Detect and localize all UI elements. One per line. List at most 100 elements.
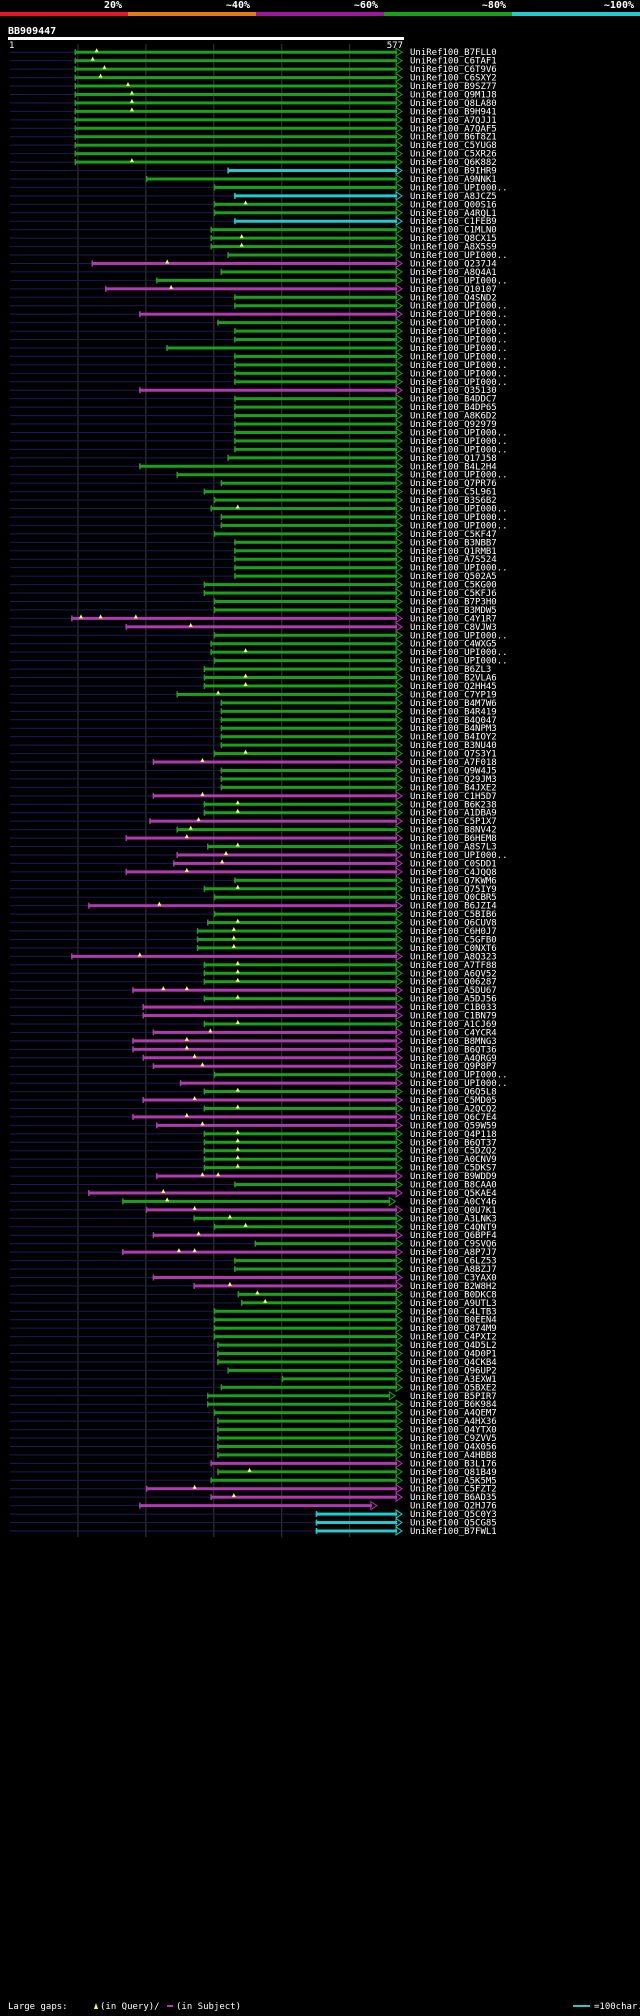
- hit-label[interactable]: UniRef100_UPI000..: [410, 344, 508, 354]
- hit-label[interactable]: UniRef100_B6AD35: [410, 1493, 497, 1503]
- hit-label[interactable]: UniRef100_UPI000..: [410, 631, 508, 641]
- hit-label[interactable]: UniRef100_Q4D5L2: [410, 1341, 497, 1351]
- hit-label[interactable]: UniRef100_C5KG00: [410, 581, 497, 591]
- hit-label[interactable]: UniRef100_B0DKC8: [410, 1290, 497, 1300]
- hit-label[interactable]: UniRef100_B0EEN4: [410, 1316, 497, 1326]
- hit-label[interactable]: UniRef100_Q6Q5L8: [410, 1088, 497, 1098]
- hit-label[interactable]: UniRef100_B6ZL3: [410, 665, 491, 675]
- hit-label[interactable]: UniRef100_B8MNG3: [410, 1037, 497, 1047]
- hit-label[interactable]: UniRef100_B4Q047: [410, 716, 497, 726]
- hit-label[interactable]: UniRef100_Q4X056: [410, 1442, 497, 1452]
- hit-label[interactable]: UniRef100_Q6C7E4: [410, 1113, 497, 1123]
- hit-label[interactable]: UniRef100_Q237J4: [410, 259, 497, 269]
- hit-label[interactable]: UniRef100_Q6CUV8: [410, 919, 497, 929]
- hit-label[interactable]: UniRef100_Q4P118: [410, 1130, 497, 1140]
- hit-label[interactable]: UniRef100_UPI000..: [410, 1071, 508, 1081]
- hit-label[interactable]: UniRef100_A4RQL1: [410, 209, 497, 219]
- hit-label[interactable]: UniRef100_B4L2H4: [410, 462, 497, 472]
- hit-label[interactable]: UniRef100_C7YP19: [410, 690, 497, 700]
- hit-label[interactable]: UniRef100_B8CAA0: [410, 1181, 497, 1191]
- hit-label[interactable]: UniRef100_C5DKS7: [410, 1164, 497, 1174]
- hit-label[interactable]: UniRef100_C5L961: [410, 488, 497, 498]
- hit-label[interactable]: UniRef100_UPI000..: [410, 319, 508, 329]
- hit-label[interactable]: UniRef100_C9ZVV5: [410, 1434, 497, 1444]
- hit-label[interactable]: UniRef100_B5PIR7: [410, 1392, 497, 1402]
- hit-label[interactable]: UniRef100_A8X5S9: [410, 243, 497, 253]
- hit-label[interactable]: UniRef100_Q4CKB4: [410, 1358, 497, 1368]
- hit-label[interactable]: UniRef100_C5FZT2: [410, 1485, 497, 1495]
- hit-label[interactable]: UniRef100_A7QAF5: [410, 124, 497, 134]
- hit-label[interactable]: UniRef100_A8Q323: [410, 952, 497, 962]
- hit-label[interactable]: UniRef100_A7TF88: [410, 961, 497, 971]
- hit-label[interactable]: UniRef100_A7F018: [410, 758, 497, 768]
- hit-label[interactable]: UniRef100_Q1RMB1: [410, 547, 497, 557]
- hit-label[interactable]: UniRef100_Q4SND2: [410, 293, 497, 303]
- hit-label[interactable]: UniRef100_B4DDC7: [410, 395, 497, 405]
- hit-label[interactable]: UniRef100_C6T9V6: [410, 65, 497, 75]
- hit-label[interactable]: UniRef100_A0CY46: [410, 1197, 497, 1207]
- hit-label[interactable]: UniRef100_Q5KAE4: [410, 1189, 497, 1199]
- hit-label[interactable]: UniRef100_C3YAX0: [410, 1273, 497, 1283]
- hit-label[interactable]: UniRef100_UPI000..: [410, 302, 508, 312]
- hit-label[interactable]: UniRef100_Q0CBR5: [410, 893, 497, 903]
- hit-label[interactable]: UniRef100_Q8CX15: [410, 234, 497, 244]
- hit-label[interactable]: UniRef100_UPI000..: [410, 437, 508, 447]
- hit-label[interactable]: UniRef100_C5BIB6: [410, 910, 497, 920]
- hit-label[interactable]: UniRef100_B9SZ77: [410, 82, 497, 92]
- hit-label[interactable]: UniRef100_A8S7L3: [410, 843, 497, 853]
- hit-label[interactable]: UniRef100_Q92979: [410, 420, 497, 430]
- hit-label[interactable]: UniRef100_Q2HJ76: [410, 1502, 497, 1512]
- hit-label[interactable]: UniRef100_B8NV42: [410, 826, 497, 836]
- hit-label[interactable]: UniRef100_Q75IY9: [410, 885, 497, 895]
- hit-label[interactable]: UniRef100_UPI000..: [410, 428, 508, 438]
- hit-label[interactable]: UniRef100_B3MDW5: [410, 606, 497, 616]
- hit-label[interactable]: UniRef100_UPI000..: [410, 251, 508, 261]
- hit-label[interactable]: UniRef100_Q9P8P7: [410, 1062, 497, 1072]
- hit-label[interactable]: UniRef100_A4HX36: [410, 1417, 497, 1427]
- hit-label[interactable]: UniRef100_B7P3H0: [410, 597, 497, 607]
- hit-label[interactable]: UniRef100_C4YCR4: [410, 1028, 497, 1038]
- hit-label[interactable]: UniRef100_B6JZI4: [410, 902, 497, 912]
- hit-label[interactable]: UniRef100_Q7PR76: [410, 479, 497, 489]
- hit-label[interactable]: UniRef100_Q96UP2: [410, 1366, 497, 1376]
- hit-label[interactable]: UniRef100_A5DU67: [410, 986, 497, 996]
- hit-label[interactable]: UniRef100_A7QJJ1: [410, 116, 497, 126]
- hit-label[interactable]: UniRef100_UPI000..: [410, 369, 508, 379]
- hit-label[interactable]: UniRef100_UPI000..: [410, 361, 508, 371]
- hit-label[interactable]: UniRef100_A5K5M5: [410, 1476, 497, 1486]
- hit-label[interactable]: UniRef100_A4QEM7: [410, 1409, 497, 1419]
- hit-label[interactable]: UniRef100_Q29JM3: [410, 775, 497, 785]
- hit-label[interactable]: UniRef100_A8K6D2: [410, 412, 497, 422]
- hit-label[interactable]: UniRef100_C6TAF1: [410, 57, 497, 67]
- hit-label[interactable]: UniRef100_B6K238: [410, 800, 497, 810]
- hit-label[interactable]: UniRef100_C5KF47: [410, 530, 497, 540]
- hit-label[interactable]: UniRef100_A8P7J7: [410, 1248, 497, 1258]
- hit-label[interactable]: UniRef100_A0CNV9: [410, 1155, 497, 1165]
- hit-label[interactable]: UniRef100_Q35130: [410, 386, 497, 396]
- hit-label[interactable]: UniRef100_C5YUG8: [410, 141, 497, 151]
- hit-label[interactable]: UniRef100_UPI000..: [410, 327, 508, 337]
- hit-label[interactable]: UniRef100_UPI000..: [410, 513, 508, 523]
- hit-label[interactable]: UniRef100_C6SXY2: [410, 74, 497, 84]
- hit-label[interactable]: UniRef100_Q17J58: [410, 454, 497, 464]
- hit-label[interactable]: UniRef100_C4PXI2: [410, 1333, 497, 1343]
- hit-label[interactable]: UniRef100_UPI000..: [410, 1079, 508, 1089]
- hit-label[interactable]: UniRef100_Q9M1J8: [410, 90, 497, 100]
- hit-label[interactable]: UniRef100_B4M7W6: [410, 699, 497, 709]
- hit-label[interactable]: UniRef100_UPI000..: [410, 851, 508, 861]
- hit-label[interactable]: UniRef100_Q5C0Y3: [410, 1510, 497, 1520]
- hit-label[interactable]: UniRef100_B3L176: [410, 1459, 497, 1469]
- hit-label[interactable]: UniRef100_B6QT37: [410, 1138, 497, 1148]
- hit-label[interactable]: UniRef100_UPI000..: [410, 505, 508, 515]
- hit-label[interactable]: UniRef100_A3EXW1: [410, 1375, 497, 1385]
- hit-label[interactable]: UniRef100_UPI000..: [410, 276, 508, 286]
- hit-label[interactable]: UniRef100_Q9W4J5: [410, 766, 497, 776]
- hit-label[interactable]: UniRef100_UPI000..: [410, 310, 508, 320]
- hit-label[interactable]: UniRef100_Q00S16: [410, 200, 497, 210]
- hit-label[interactable]: UniRef100_B3NBB7: [410, 538, 497, 548]
- hit-label[interactable]: UniRef100_Q5CG85: [410, 1519, 497, 1529]
- hit-label[interactable]: UniRef100_UPI000..: [410, 352, 508, 362]
- hit-label[interactable]: UniRef100_Q6BPF4: [410, 1231, 497, 1241]
- hit-label[interactable]: UniRef100_C6LZ53: [410, 1257, 497, 1267]
- hit-label[interactable]: UniRef100_A4HBB8: [410, 1451, 497, 1461]
